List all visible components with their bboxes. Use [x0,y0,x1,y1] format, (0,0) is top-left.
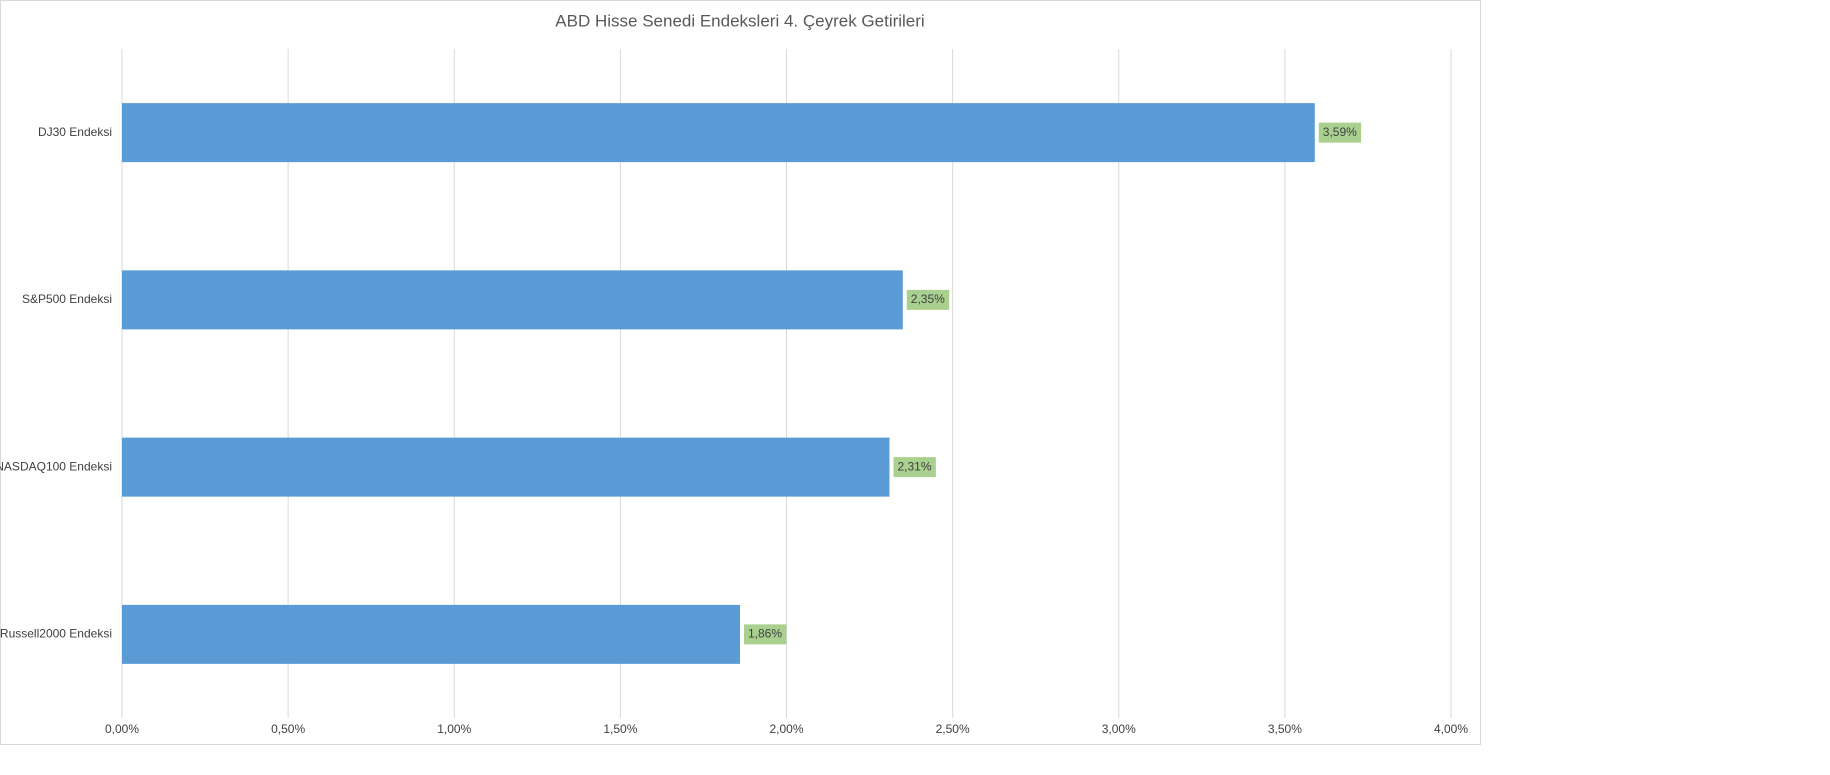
y-tick-label: DJ30 Endeksi [38,125,112,139]
data-label-bg [893,457,936,478]
bar [122,103,1315,163]
data-label: 1,86% [748,627,782,641]
data-label: 2,31% [897,459,931,473]
data-label-bg [743,624,787,645]
x-tick-label: 0,00% [105,722,139,736]
x-tick-label: 1,50% [603,722,637,736]
bar [122,270,903,330]
x-tick-label: 2,00% [769,722,803,736]
x-tick-label: 3,00% [1102,722,1136,736]
y-tick-label: Russell2000 Endeksi [0,627,112,641]
x-tick-label: 1,00% [437,722,471,736]
bar [122,604,740,664]
bar [122,437,890,497]
y-tick-label: NASDAQ100 Endeksi [0,459,112,473]
x-tick-label: 2,50% [936,722,970,736]
data-label-bg [1318,122,1362,143]
chart-title: ABD Hisse Senedi Endeksleri 4. Çeyrek Ge… [555,11,924,30]
x-tick-label: 4,00% [1434,722,1468,736]
x-tick-label: 0,50% [271,722,305,736]
data-label-bg [906,289,950,310]
x-tick-label: 3,50% [1268,722,1302,736]
data-label: 2,35% [911,292,945,306]
data-label: 3,59% [1323,125,1357,139]
y-tick-label: S&P500 Endeksi [22,292,112,306]
